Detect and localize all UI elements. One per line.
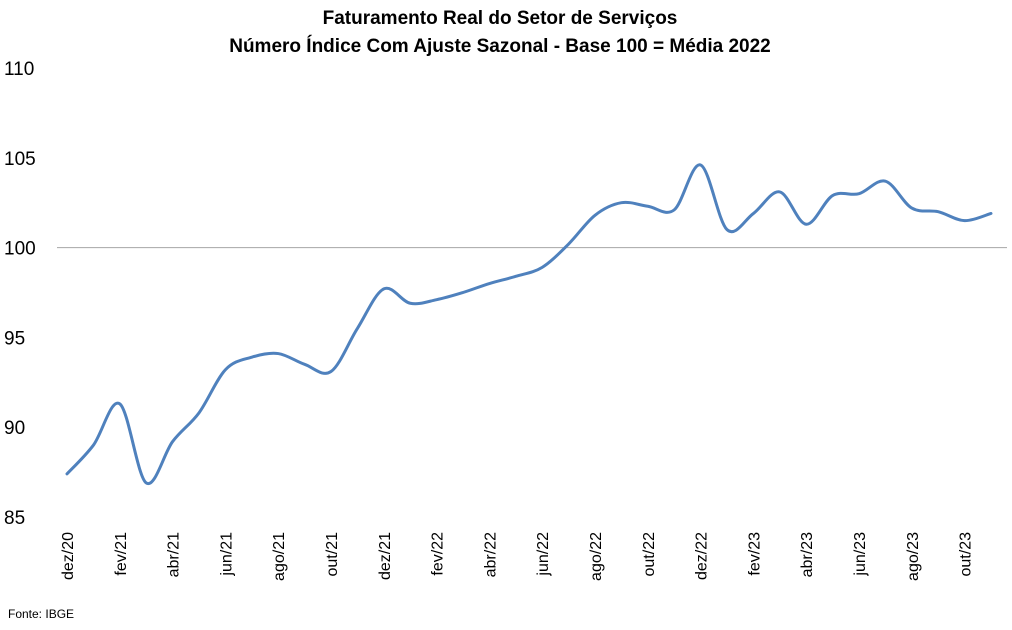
x-tick-label: jun/22 <box>535 532 552 577</box>
chart-subtitle: Número Índice Com Ajuste Sazonal - Base … <box>229 35 771 57</box>
x-tick-label: fev/22 <box>430 532 447 576</box>
y-tick-label: 85 <box>4 508 25 529</box>
x-tick-label: jun/21 <box>218 532 235 577</box>
x-tick-label: dez/21 <box>377 532 394 580</box>
x-tick-label: dez/22 <box>694 532 711 580</box>
source-note: Fonte: IBGE <box>8 607 74 621</box>
x-tick-label: abr/22 <box>482 532 499 577</box>
y-tick-label: 100 <box>4 239 36 260</box>
series-group <box>65 163 993 485</box>
y-tick-label: 95 <box>4 328 25 349</box>
x-tick-label: ago/22 <box>588 532 605 581</box>
x-tick-label: dez/20 <box>60 532 77 580</box>
x-tick-label: abr/23 <box>799 532 816 577</box>
x-tick-label: out/21 <box>324 532 341 577</box>
series-line <box>65 163 993 485</box>
x-tick-label: ago/21 <box>271 532 288 581</box>
x-axis-tick-labels: dez/20 fev/21 abr/21 jun/21 ago/21 out/21 dez/… <box>60 532 975 581</box>
chart-title: Faturamento Real do Setor de Serviços <box>323 8 678 29</box>
y-tick-label: 105 <box>4 149 36 170</box>
y-axis-tick-labels: 85 90 95 100 105 110 <box>4 59 36 529</box>
y-tick-label: 90 <box>4 418 25 439</box>
x-tick-label: fev/23 <box>746 532 763 576</box>
x-tick-label: out/23 <box>958 532 975 577</box>
x-tick-label: abr/21 <box>166 532 183 577</box>
x-tick-label: jun/23 <box>852 532 869 577</box>
x-tick-label: ago/23 <box>905 532 922 581</box>
x-tick-label: out/22 <box>641 532 658 577</box>
y-tick-label: 110 <box>4 59 34 80</box>
x-tick-label: fev/21 <box>113 532 130 576</box>
